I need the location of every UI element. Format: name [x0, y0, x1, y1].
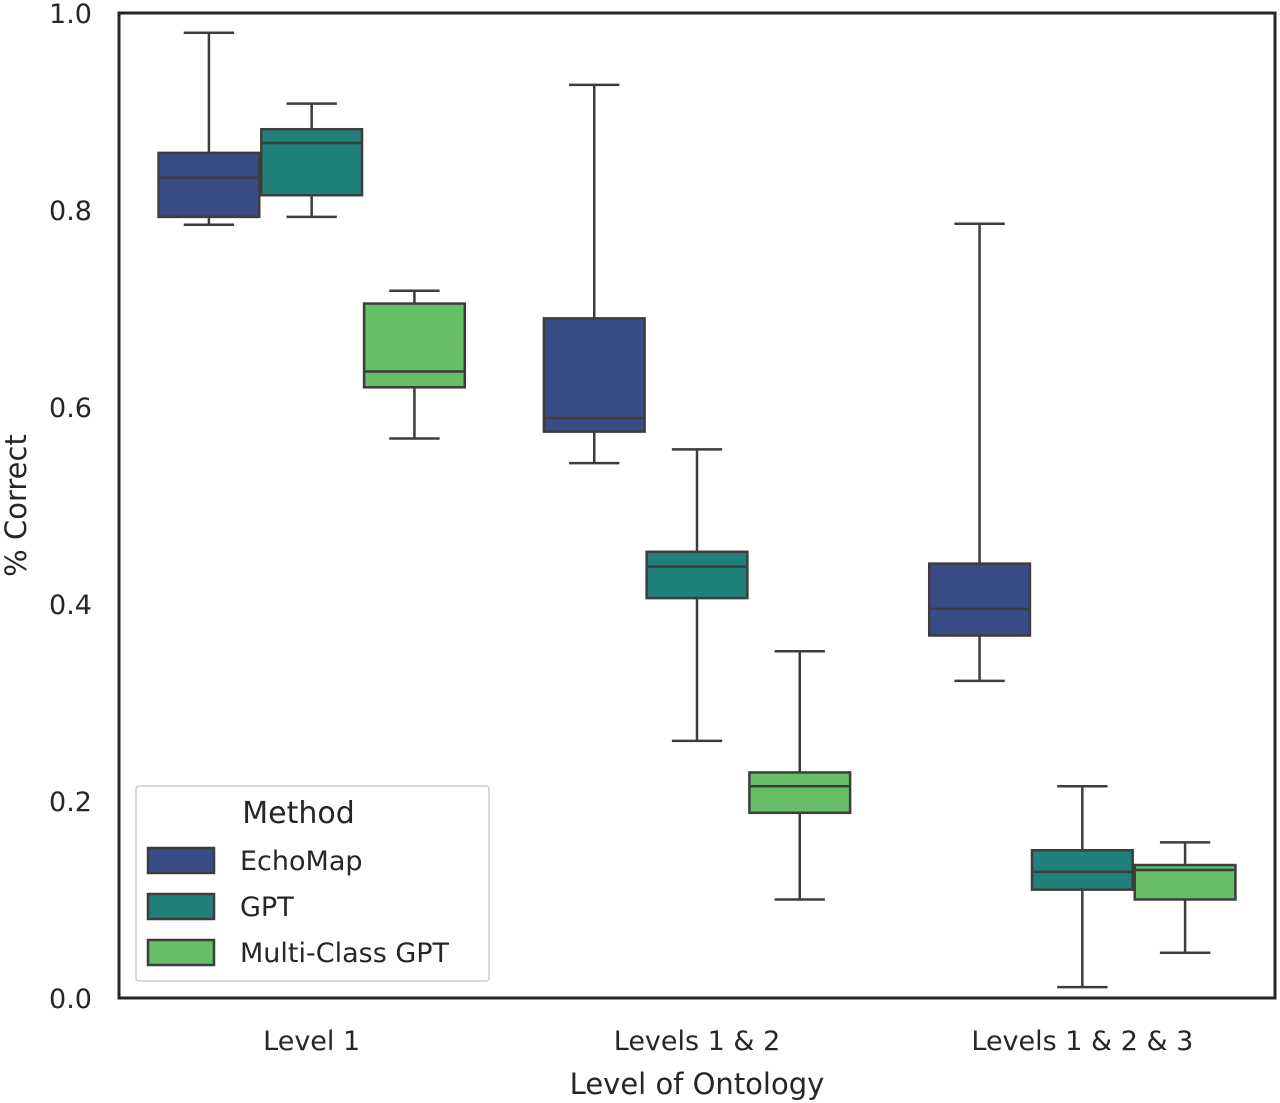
box-iqr: [157, 151, 261, 219]
x-tick-label: Level 1: [263, 1026, 360, 1057]
box-iqr: [260, 127, 364, 197]
y-tick-label: 0.6: [49, 393, 92, 424]
y-tick-label: 1.0: [49, 0, 92, 30]
box-iqr: [645, 550, 749, 600]
legend-swatch: [146, 892, 216, 921]
box-2-1: [748, 650, 852, 901]
box-1-0: [260, 102, 364, 219]
y-tick-label: 0.8: [49, 196, 92, 227]
legend-title: Method: [242, 796, 355, 831]
box-2-2: [1133, 841, 1237, 954]
box-series: [157, 31, 1237, 989]
legend-swatch: [146, 938, 216, 967]
box-iqr: [1030, 849, 1134, 891]
box-0-1: [542, 83, 646, 465]
legend-label: GPT: [240, 892, 294, 923]
box-1-1: [645, 448, 749, 743]
box-1-2: [1030, 784, 1134, 989]
legend-label: EchoMap: [240, 846, 363, 877]
y-axis-ticks: 0.0 0.2 0.4 0.6 0.8 1.0: [49, 0, 92, 1015]
box-iqr: [748, 771, 852, 815]
plot-frame: [117, 11, 1277, 1000]
x-tick-label: Levels 1 & 2: [614, 1026, 781, 1057]
box-iqr: [542, 317, 646, 433]
y-axis-title: % Correct: [0, 434, 33, 577]
y-tick-label: 0.4: [49, 590, 92, 621]
x-axis-ticks: Level 1 Levels 1 & 2 Levels 1 & 2 & 3: [263, 1026, 1193, 1057]
x-tick-label: Levels 1 & 2 & 3: [971, 1026, 1193, 1057]
legend: Method EchoMap GPT Multi-Class GPT: [135, 785, 490, 982]
y-tick-label: 0.2: [49, 787, 92, 818]
legend-frame: [135, 785, 490, 982]
box-iqr: [927, 562, 1032, 637]
box-0-2: [927, 222, 1032, 683]
legend-swatch: [146, 846, 216, 875]
legend-items: EchoMap GPT Multi-Class GPT: [146, 846, 450, 969]
box-0-0: [157, 31, 261, 227]
legend-label: Multi-Class GPT: [240, 938, 450, 969]
box-2-0: [362, 289, 467, 440]
y-tick-label: 0.0: [49, 984, 92, 1015]
x-axis-title: Level of Ontology: [570, 1067, 825, 1101]
box-iqr: [362, 302, 467, 389]
